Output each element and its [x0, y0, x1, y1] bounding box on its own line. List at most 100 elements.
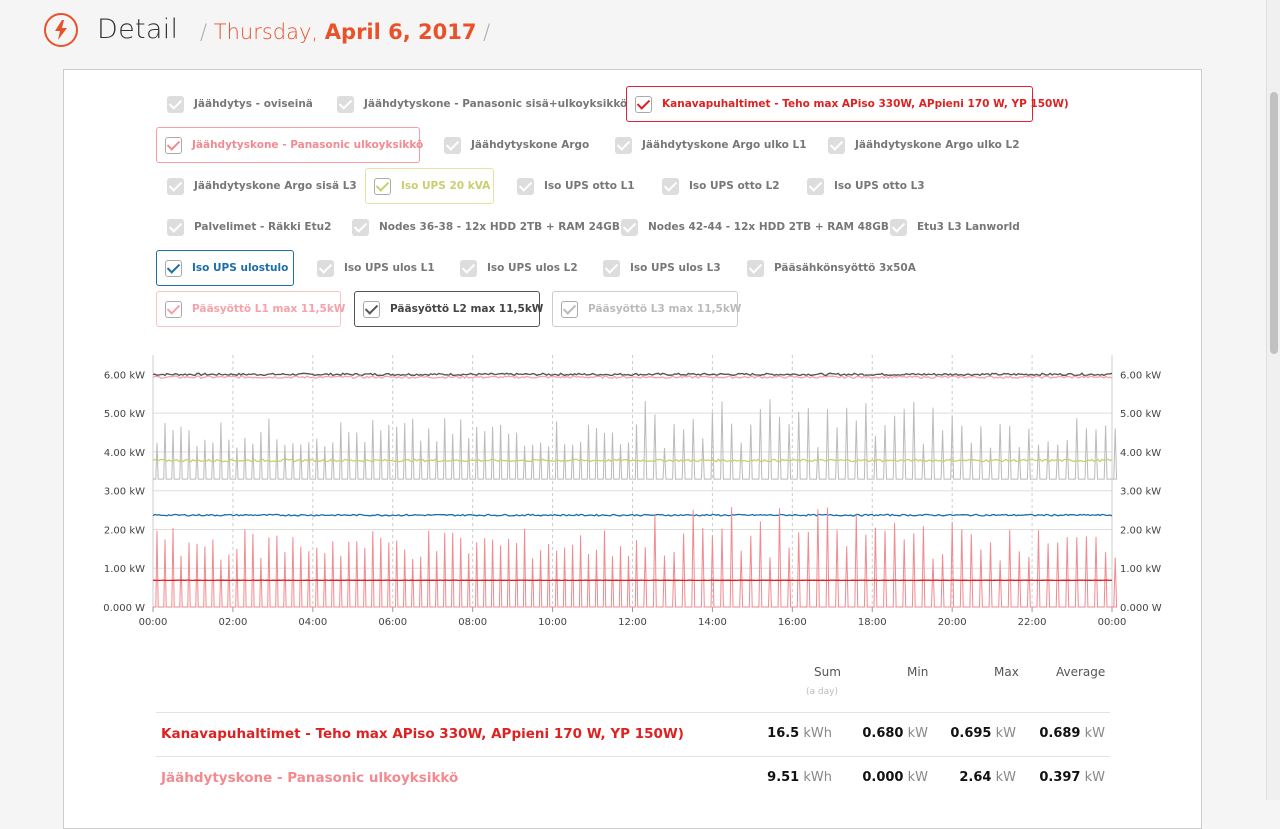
checkbox-icon: [662, 178, 679, 195]
checkbox-icon: [167, 219, 184, 236]
checkbox-icon: [444, 137, 461, 154]
breadcrumb-day: Thursday,: [214, 20, 318, 44]
series-toggle[interactable]: Iso UPS ulos L2: [451, 253, 587, 283]
series-toggle[interactable]: Jäähdytys - oviseinä: [158, 89, 322, 119]
series-line: [153, 514, 1112, 516]
series-toggle[interactable]: Jäähdytyskone Argo sisä L3: [158, 171, 366, 201]
series-toggle[interactable]: Iso UPS ulostulo: [156, 250, 294, 286]
checkbox-icon: [352, 219, 369, 236]
series-toggle-label: Jäähdytyskone Argo sisä L3: [194, 180, 357, 192]
series-toggle-label: Iso UPS ulos L1: [344, 262, 435, 274]
y-tick-label: 4.00 kW: [104, 448, 145, 459]
series-toggle[interactable]: Palvelimet - Räkki Etu2: [158, 212, 340, 242]
cell-max: 2.64 kW: [959, 770, 1016, 785]
y-tick-label: 3.00 kW: [104, 487, 145, 498]
y-tick-label: 5.00 kW: [104, 409, 145, 420]
series-toggle[interactable]: Jäähdytyskone - Panasonic sisä+ulkoyksik…: [328, 89, 636, 119]
cell-min: 0.000 kW: [862, 770, 928, 785]
cell-average: 0.397 kW: [1039, 770, 1105, 785]
page-scrollbar[interactable]: [1266, 0, 1280, 800]
checkbox-icon: [747, 260, 764, 277]
x-tick-label: 04:00: [298, 617, 327, 628]
checkbox-icon: [167, 96, 184, 113]
checkbox-icon: [460, 260, 477, 277]
series-toggle-label: Pääsyöttö L3 max 11,5kW: [588, 303, 741, 315]
checkbox-icon: [828, 137, 845, 154]
checkbox-icon: [165, 260, 182, 277]
series-toggle-label: Pääsähkönsyöttö 3x50A: [774, 262, 916, 274]
y-tick-label-right: 1.00 kW: [1120, 564, 1161, 575]
series-toggle-label: Palvelimet - Räkki Etu2: [194, 221, 331, 233]
series-toggle-label: Jäähdytyskone Argo ulko L1: [642, 139, 807, 151]
series-toggle-label: Nodes 42-44 - 12x HDD 2TB + RAM 48GB: [648, 221, 889, 233]
series-toggle-label: Nodes 36-38 - 12x HDD 2TB + RAM 24GB: [379, 221, 620, 233]
cell-average: 0.689 kW: [1039, 726, 1105, 741]
y-tick-label: 2.00 kW: [104, 525, 145, 536]
series-toggle[interactable]: Iso UPS otto L2: [653, 171, 789, 201]
series-toggle[interactable]: Kanavapuhaltimet - Teho max APiso 330W, …: [626, 86, 1033, 122]
series-toggle-label: Iso UPS otto L2: [689, 180, 780, 192]
checkbox-icon: [635, 96, 652, 113]
series-toggle-label: Jäähdytyskone Argo: [471, 139, 589, 151]
series-toggle[interactable]: Iso UPS ulos L3: [594, 253, 730, 283]
row-label: Kanavapuhaltimet - Teho max APiso 330W, …: [161, 726, 684, 742]
header-average: Average: [1056, 665, 1105, 679]
checkbox-icon: [165, 137, 182, 154]
series-toggle[interactable]: Jäähdytyskone Argo ulko L2: [819, 130, 1029, 160]
checkbox-icon: [363, 301, 380, 318]
y-tick-label-right: 2.00 kW: [1120, 525, 1161, 536]
cell-min: 0.680 kW: [862, 726, 928, 741]
series-toggle[interactable]: Etu3 L3 Lanworld: [881, 212, 1029, 242]
x-tick-label: 18:00: [858, 617, 887, 628]
checkbox-icon: [165, 301, 182, 318]
series-toggle[interactable]: Iso UPS otto L3: [798, 171, 934, 201]
series-toggle-label: Iso UPS ulos L2: [487, 262, 578, 274]
series-toggle[interactable]: Iso UPS otto L1: [508, 171, 644, 201]
breadcrumb-date[interactable]: April 6, 2017: [325, 20, 477, 44]
row-label: Jäähdytyskone - Panasonic ulkoyksikkö: [161, 770, 458, 786]
x-tick-label: 16:00: [778, 617, 807, 628]
header-max: Max: [994, 665, 1019, 679]
x-tick-label: 22:00: [1018, 617, 1047, 628]
series-toggle-label: Iso UPS 20 kVA: [401, 180, 490, 192]
series-toggle[interactable]: Iso UPS ulos L1: [308, 253, 444, 283]
checkbox-icon: [517, 178, 534, 195]
series-toggle-label: Pääsyöttö L1 max 11,5kW: [192, 303, 345, 315]
series-toggle[interactable]: Jäähdytyskone Argo ulko L1: [606, 130, 816, 160]
scrollbar-thumb[interactable]: [1270, 92, 1278, 354]
x-tick-label: 02:00: [219, 617, 248, 628]
cell-sum: 16.5 kWh: [767, 726, 832, 741]
checkbox-icon: [621, 219, 638, 236]
page-header: Detail / Thursday, April 6, 2017 /: [0, 0, 1264, 68]
cell-sum: 9.51 kWh: [767, 770, 832, 785]
header-sum-sub: (a day): [806, 687, 838, 697]
series-toggle[interactable]: Pääsyöttö L3 max 11,5kW: [552, 291, 738, 327]
y-tick-label-right: 6.00 kW: [1120, 370, 1161, 381]
series-toggle[interactable]: Iso UPS 20 kVA: [365, 168, 494, 204]
header-min: Min: [907, 665, 928, 679]
series-toggle[interactable]: Pääsyöttö L1 max 11,5kW: [156, 291, 341, 327]
series-toggle[interactable]: Pääsähkönsyöttö 3x50A: [738, 253, 925, 283]
table-row: Kanavapuhaltimet - Teho max APiso 330W, …: [156, 712, 1110, 757]
series-toggle-label: Jäähdytyskone - Panasonic sisä+ulkoyksik…: [364, 98, 627, 110]
series-toggle-label: Iso UPS ulostulo: [192, 262, 288, 274]
series-toggle[interactable]: Nodes 42-44 - 12x HDD 2TB + RAM 48GB: [612, 212, 898, 242]
series-toggle[interactable]: Jäähdytyskone Argo: [435, 130, 598, 160]
page-title: Detail: [97, 14, 178, 45]
series-toggle-label: Pääsyöttö L2 max 11,5kW: [390, 303, 543, 315]
series-toggle-label: Iso UPS ulos L3: [630, 262, 721, 274]
checkbox-icon: [615, 137, 632, 154]
y-tick-label: 6.00 kW: [104, 370, 145, 381]
x-tick-label: 20:00: [938, 617, 967, 628]
series-line: [153, 399, 1117, 479]
table-row: Jäähdytyskone - Panasonic ulkoyksikkö 9.…: [156, 756, 1110, 801]
checkbox-icon: [603, 260, 620, 277]
series-toggle-label: Iso UPS otto L1: [544, 180, 635, 192]
x-tick-label: 14:00: [698, 617, 727, 628]
series-toggle[interactable]: Jäähdytyskone - Panasonic ulkoyksikkö: [156, 127, 420, 163]
header-sum: Sum: [814, 665, 841, 679]
series-toggle-label: Iso UPS otto L3: [834, 180, 925, 192]
series-toggle[interactable]: Nodes 36-38 - 12x HDD 2TB + RAM 24GB: [343, 212, 629, 242]
series-toggle[interactable]: Pääsyöttö L2 max 11,5kW: [354, 291, 540, 327]
